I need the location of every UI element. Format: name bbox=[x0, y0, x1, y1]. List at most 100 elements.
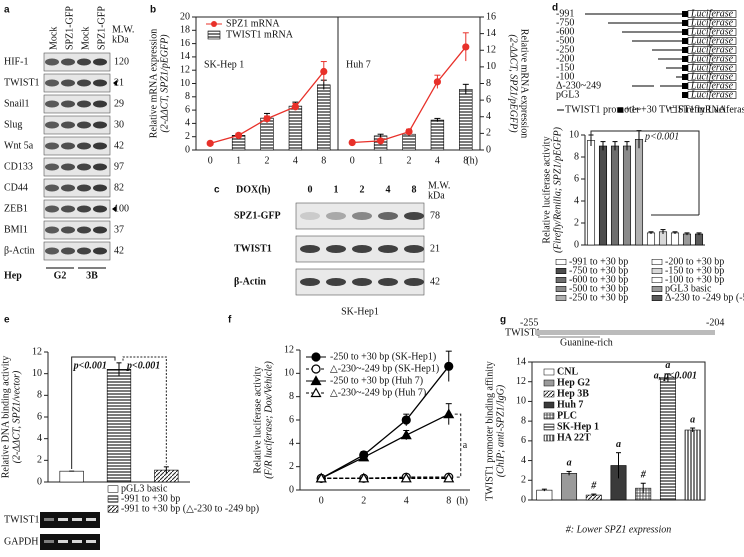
y-tick-label: 10 bbox=[284, 368, 294, 379]
box-label: Luciferase bbox=[690, 17, 734, 28]
blot-band bbox=[352, 212, 372, 220]
legend-swatch bbox=[543, 423, 555, 431]
y-tick-label: 8 bbox=[37, 390, 42, 401]
blot-band bbox=[378, 245, 398, 253]
seq-motif: Guanine-rich bbox=[560, 337, 613, 348]
blot-band bbox=[93, 184, 107, 192]
deletion-gap bbox=[654, 84, 660, 88]
footnote: #: Lower SPZ1 expression bbox=[566, 524, 671, 535]
panel-letter: c bbox=[214, 185, 220, 196]
y-tick-label: 16 bbox=[180, 38, 190, 49]
bar bbox=[694, 233, 704, 246]
gel-band bbox=[86, 540, 96, 543]
bar bbox=[670, 232, 680, 246]
bar bbox=[317, 84, 331, 151]
data-point bbox=[291, 103, 299, 111]
arrow bbox=[112, 206, 116, 212]
legend-swatch bbox=[555, 295, 567, 301]
legend-swatch bbox=[555, 268, 567, 274]
legend-label: pGL3 basic bbox=[665, 283, 712, 294]
gel-label: GAPDH bbox=[4, 536, 38, 547]
legend-swatch bbox=[555, 277, 567, 283]
legend-label: -991 to +30 bp bbox=[121, 493, 180, 504]
construct-label: pGL3 bbox=[556, 89, 579, 100]
axis-label: DOX(h) bbox=[236, 184, 270, 195]
legend-swatch bbox=[555, 259, 567, 265]
data-point bbox=[310, 375, 322, 386]
blot-band bbox=[77, 100, 91, 108]
mw-header: M.W. bbox=[428, 180, 450, 191]
blot-band bbox=[300, 212, 320, 220]
legend-label: -250 to +30 bp (Huh 7) bbox=[330, 375, 423, 386]
blot-row-label: BMI1 bbox=[4, 224, 28, 235]
bar bbox=[586, 140, 596, 246]
bar bbox=[288, 105, 303, 151]
data-line bbox=[320, 365, 450, 479]
blot-band bbox=[404, 245, 424, 253]
legend-swatch bbox=[207, 30, 221, 40]
lane-label: 2 bbox=[360, 184, 365, 195]
data-point bbox=[310, 387, 322, 398]
blot-row-label: Slug bbox=[4, 119, 22, 130]
x-tick-label: 8 bbox=[446, 495, 451, 506]
blot-band bbox=[61, 163, 75, 171]
legend-swatch bbox=[543, 412, 555, 420]
blot-row-label: CD44 bbox=[4, 182, 28, 193]
x-tick-label: 2 bbox=[361, 495, 366, 506]
panel-letter: f bbox=[228, 315, 232, 326]
data-point bbox=[462, 43, 470, 51]
data-point bbox=[444, 361, 454, 371]
legend-label: CNL bbox=[557, 366, 578, 377]
blot-band bbox=[45, 226, 59, 234]
x-tick-label: 4 bbox=[435, 155, 440, 166]
mrna-box bbox=[682, 47, 688, 53]
y-axis-label: Relative mRNA expression bbox=[148, 29, 159, 138]
legend-label: -500 to +30 bp bbox=[569, 283, 628, 294]
blot-band bbox=[61, 226, 75, 234]
mw-value: 21 bbox=[114, 77, 124, 88]
group-label: G2 bbox=[54, 270, 67, 281]
mw-value: 100 bbox=[114, 203, 129, 214]
data-point bbox=[433, 78, 441, 86]
legend-label: SK-Hep 1 bbox=[557, 421, 599, 432]
legend-label: Hep 3B bbox=[557, 388, 589, 399]
luciferase-box bbox=[687, 91, 737, 99]
bar bbox=[536, 489, 553, 501]
seq-end: -204 bbox=[706, 317, 724, 328]
annotation: p<0.001 bbox=[73, 360, 107, 371]
construct-label: -750 bbox=[556, 17, 574, 28]
annotation: a, p<0.001 bbox=[654, 370, 697, 381]
mw-value: 29 bbox=[114, 98, 124, 109]
data-point bbox=[358, 472, 370, 483]
box-label: Luciferase bbox=[690, 26, 734, 37]
gel-band bbox=[44, 540, 54, 543]
y-tick-label: 10 bbox=[32, 368, 42, 379]
blot-band bbox=[45, 79, 59, 87]
legend-label: -250 to +30 bp bbox=[569, 292, 628, 303]
bar bbox=[402, 133, 416, 151]
x-tick-label: 0 bbox=[208, 155, 213, 166]
bar bbox=[459, 89, 473, 151]
blot-band bbox=[404, 212, 424, 220]
mw-header: kDa bbox=[428, 190, 445, 201]
construct-label: -100 bbox=[556, 71, 574, 82]
y-tick-label: 14 bbox=[180, 51, 190, 62]
y-tick-label: 20 bbox=[180, 11, 190, 22]
legend-swatch bbox=[543, 379, 555, 387]
y-tick-label: 2 bbox=[521, 475, 526, 486]
data-point bbox=[405, 128, 413, 136]
y-tick-label: 0 bbox=[289, 484, 294, 495]
construct-label: -991 bbox=[556, 8, 574, 19]
legend-label: pGL3 basic bbox=[121, 483, 168, 494]
bracket bbox=[590, 130, 700, 216]
legend-label: SPZ1 mRNA bbox=[226, 18, 280, 29]
mw-value: 42 bbox=[114, 140, 124, 151]
mw-value: 37 bbox=[114, 224, 124, 235]
legend-swatch bbox=[107, 485, 119, 493]
construct-label: Δ-230~249 bbox=[556, 80, 601, 91]
legend-swatch bbox=[107, 495, 119, 503]
luciferase-box bbox=[687, 10, 737, 18]
x-unit: (h) bbox=[456, 495, 468, 506]
y-tick-label: 6 bbox=[486, 94, 491, 105]
mrna-box bbox=[682, 38, 688, 44]
